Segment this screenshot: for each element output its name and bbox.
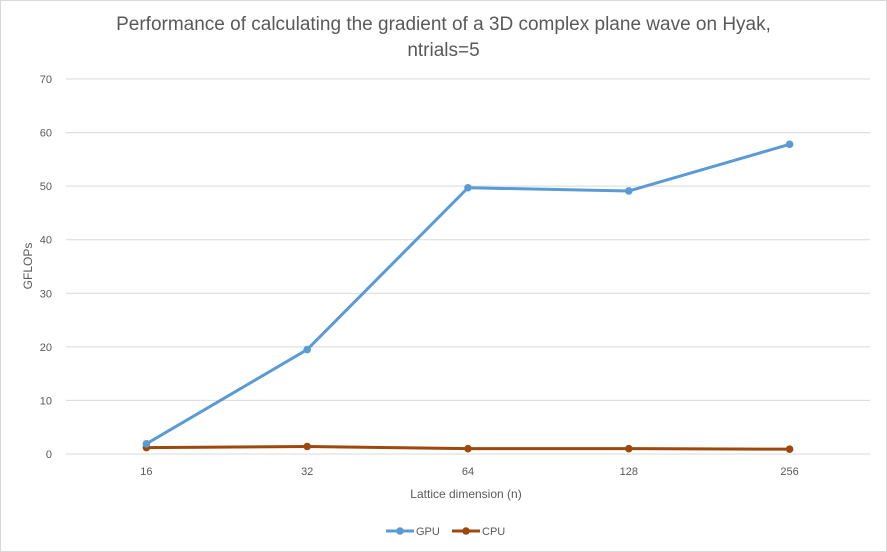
y-tick-label: 40 (40, 235, 52, 247)
gpu-point-128 (625, 187, 633, 195)
legend-item-gpu: GPU (386, 526, 440, 538)
x-tick-label: 32 (301, 466, 313, 478)
gpu-point-64 (464, 183, 472, 192)
x-tick-label: 64 (462, 466, 474, 478)
gpu-point-32 (303, 345, 312, 354)
gridlines (66, 78, 870, 455)
y-axis-title: GFLOPs (21, 243, 35, 290)
y-tick-label: 0 (46, 449, 52, 461)
y-tick-label: 50 (40, 181, 52, 193)
legend-label-gpu: GPU (416, 526, 440, 538)
chart-title-line-1: Performance of calculating the gradient … (116, 14, 771, 35)
y-tick-label: 10 (40, 395, 52, 407)
gpu-point-256 (785, 140, 794, 149)
legend-item-cpu: CPU (452, 526, 505, 538)
legend-marker-cpu (462, 527, 470, 535)
legend-marker-gpu (396, 527, 404, 535)
legend: GPU CPU (386, 526, 505, 538)
cpu-point-32 (303, 442, 312, 451)
x-axis-ticks: 16 32 64 128 256 (140, 466, 799, 478)
cpu-point-256 (785, 445, 794, 453)
y-tick-label: 20 (40, 342, 52, 354)
y-tick-label: 30 (40, 288, 52, 300)
chart-title: Performance of calculating the gradient … (0, 12, 887, 64)
x-tick-label: 128 (620, 466, 638, 478)
y-axis-ticks: 0 10 20 30 40 50 60 70 (40, 74, 52, 461)
y-tick-label: 60 (40, 128, 52, 140)
cpu-point-64 (464, 444, 472, 453)
x-axis-title: Lattice dimension (n) (410, 487, 521, 501)
series-gpu (142, 140, 794, 448)
chart-title-line-2: ntrials=5 (407, 40, 480, 61)
x-tick-label: 256 (780, 466, 798, 478)
x-tick-label: 16 (140, 466, 152, 478)
gpu-point-16 (142, 440, 151, 448)
series-cpu (142, 442, 794, 453)
series-group (142, 140, 794, 453)
cpu-point-128 (625, 444, 633, 453)
y-tick-label: 70 (40, 74, 52, 86)
legend-label-cpu: CPU (482, 526, 505, 538)
